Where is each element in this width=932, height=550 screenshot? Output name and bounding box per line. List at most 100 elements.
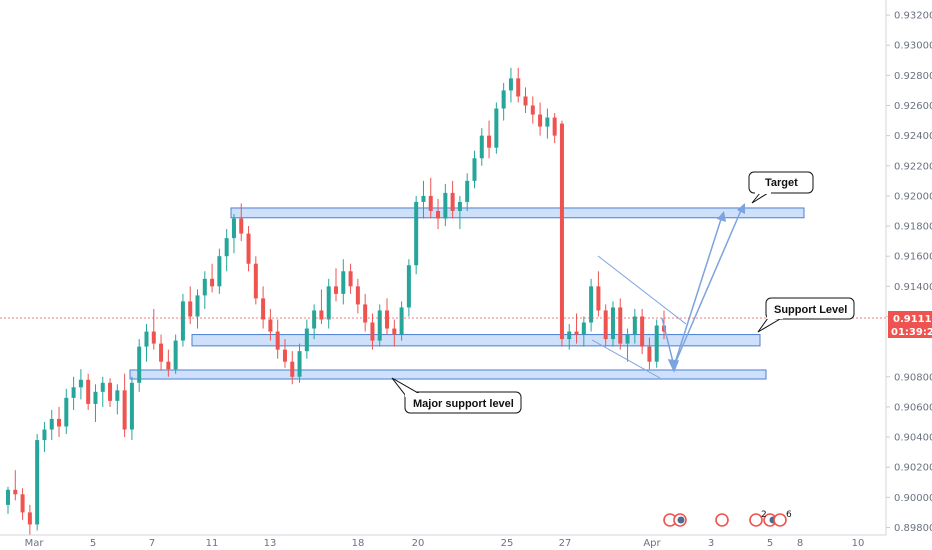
candle-body xyxy=(239,218,244,234)
candle-body xyxy=(428,195,433,211)
candle xyxy=(640,308,645,355)
candle xyxy=(129,376,134,441)
candle-body xyxy=(173,340,178,370)
arrowhead-down xyxy=(667,359,680,373)
candle-body xyxy=(479,135,484,159)
zones-layer xyxy=(129,207,805,380)
candle xyxy=(319,289,324,325)
callout-support: Support Level xyxy=(757,297,855,333)
candle xyxy=(596,271,601,317)
candle xyxy=(210,263,215,293)
x-tick-label: 11 xyxy=(206,538,219,549)
x-axis[interactable]: Mar 5 7 11 13 18 20 25 27 Apr 3 5 8 10 xyxy=(25,538,865,549)
support-level-label: Support Level xyxy=(774,304,847,316)
candle-body xyxy=(523,96,528,106)
candle xyxy=(348,263,353,294)
y-axis[interactable]: 0.93200 0.93000 0.92800 0.92600 0.92400 0.922… xyxy=(886,11,932,534)
candle-body xyxy=(144,331,149,347)
y-tick-label: 0.90600 xyxy=(894,402,932,413)
candle-body xyxy=(508,78,513,91)
candle xyxy=(64,388,69,435)
x-tick-label: 13 xyxy=(264,538,277,549)
candle xyxy=(414,195,419,275)
candle-body xyxy=(443,192,448,219)
candle-body xyxy=(501,90,506,109)
candle xyxy=(559,120,564,347)
candle-body xyxy=(516,78,521,97)
candle xyxy=(326,278,331,329)
candle xyxy=(603,304,608,347)
candle xyxy=(246,226,251,272)
y-tick-label: 0.92800 xyxy=(894,71,932,82)
candle-body xyxy=(326,286,331,320)
candle-body xyxy=(472,158,477,181)
candle-body xyxy=(450,192,455,211)
y-tick-label: 0.93200 xyxy=(894,11,932,22)
x-tick-label: Apr xyxy=(643,538,661,549)
candle xyxy=(42,421,47,453)
candle xyxy=(487,120,492,159)
candle-body xyxy=(20,494,25,513)
candle-body xyxy=(363,304,368,323)
candle xyxy=(377,304,382,347)
candle-body xyxy=(253,263,258,299)
candle-body xyxy=(5,489,11,505)
candle-body xyxy=(297,351,302,377)
candle xyxy=(159,334,164,371)
candle-body xyxy=(618,307,623,344)
candle-body xyxy=(348,271,353,287)
candle-body xyxy=(261,298,266,320)
candle xyxy=(632,308,637,344)
candle xyxy=(443,183,448,227)
candle xyxy=(363,293,368,332)
candle xyxy=(268,308,273,341)
candle xyxy=(567,324,572,350)
candle-body xyxy=(35,440,40,525)
candle xyxy=(290,351,295,385)
candle-body xyxy=(27,512,32,525)
candle xyxy=(625,328,630,362)
events-row[interactable]: 2 6 xyxy=(663,510,792,527)
candle xyxy=(27,504,32,535)
candle xyxy=(35,434,40,531)
candle-body xyxy=(202,278,207,296)
candle-body xyxy=(13,489,18,495)
candle xyxy=(436,198,441,230)
candle-body xyxy=(166,361,171,370)
candle-body xyxy=(399,307,404,335)
candle xyxy=(261,286,266,329)
candle-body xyxy=(603,310,608,340)
candle-body xyxy=(290,361,295,377)
candle-body xyxy=(57,418,62,427)
countdown-timer: 01:39:28 xyxy=(891,327,932,338)
callout-major-support: Major support level xyxy=(391,377,522,414)
candle-body xyxy=(268,319,273,332)
candle-body xyxy=(647,346,652,362)
x-tick-label: 20 xyxy=(412,538,425,549)
candle xyxy=(428,177,433,219)
current-price-value: 0.91118 xyxy=(893,314,932,325)
candle-body xyxy=(487,135,492,148)
candle xyxy=(202,271,207,309)
candle-body xyxy=(465,180,470,202)
candle-body xyxy=(596,286,601,311)
candle-body xyxy=(581,322,586,335)
candle xyxy=(137,339,142,392)
candle xyxy=(341,259,346,305)
candle xyxy=(530,96,535,124)
candle-body xyxy=(180,301,185,341)
target-label: Target xyxy=(765,177,798,189)
candle xyxy=(406,259,411,317)
candle xyxy=(552,113,557,144)
y-tick-label: 0.92200 xyxy=(894,161,932,172)
candle xyxy=(523,87,528,114)
candle xyxy=(610,301,615,347)
candle xyxy=(166,349,171,377)
major-support-zone xyxy=(129,369,767,380)
candle-body xyxy=(159,343,164,362)
candle xyxy=(508,67,513,103)
candle-body xyxy=(589,286,594,323)
candle-body xyxy=(640,316,645,347)
candle-body xyxy=(246,233,251,264)
